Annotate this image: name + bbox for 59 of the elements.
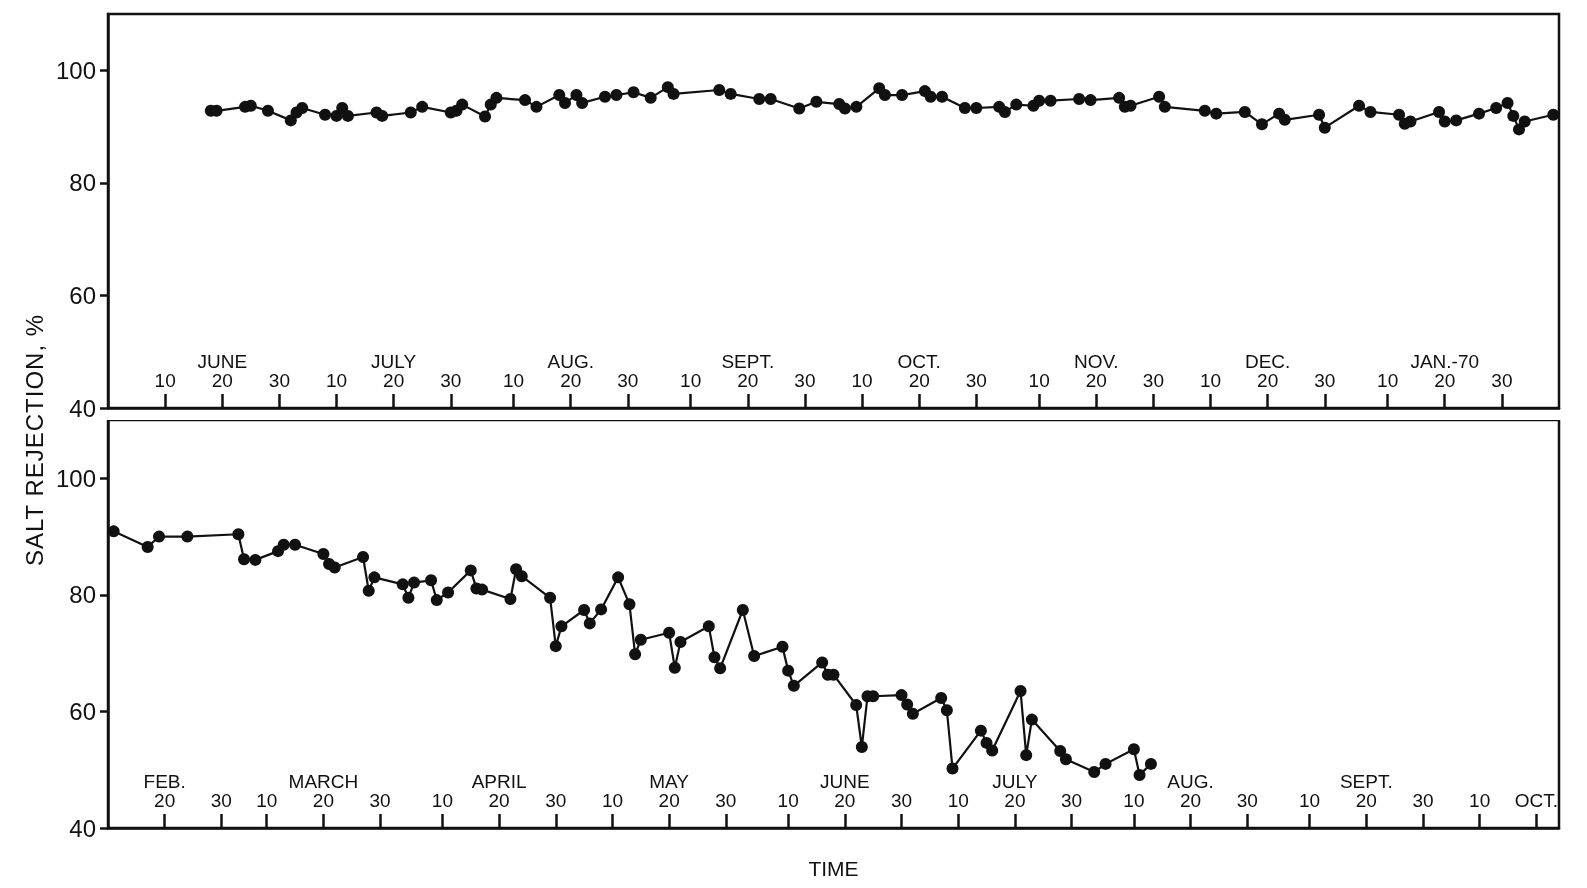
x-tick-label: FEB. 20 xyxy=(143,771,186,811)
x-tick-label: APRIL 20 xyxy=(471,771,527,811)
x-tick-label: 10 xyxy=(601,790,624,811)
x-tick-label: 30 xyxy=(1314,370,1336,391)
x-tick-label: 30 xyxy=(268,370,290,391)
x-tick-label: 10 xyxy=(431,790,453,811)
y-tick-label: 60 xyxy=(69,697,96,725)
x-tick-label: 30 xyxy=(715,790,737,811)
y-tick-label: 40 xyxy=(69,394,96,422)
x-tick-label: 10 xyxy=(1199,370,1222,391)
x-tick-label: 10 xyxy=(1123,790,1145,811)
x-tick-label: 10 xyxy=(154,370,176,391)
x-tick-label: JULY 20 xyxy=(992,771,1038,811)
x-tick-label: DEC. 20 xyxy=(1244,351,1291,391)
x-tick-label: 10 xyxy=(256,790,278,811)
x-tick-label: 30 xyxy=(369,790,391,811)
y-tick-label: 60 xyxy=(69,281,96,309)
x-tick-label: OCT. 20 xyxy=(897,351,941,391)
x-tick-label: JAN.-70 20 xyxy=(1410,351,1480,391)
x-tick-label: JUNE 20 xyxy=(197,351,248,391)
x-tick-label: OCT. xyxy=(1514,790,1558,811)
x-tick-label: 10 xyxy=(503,370,525,391)
x-tick-label: 10 xyxy=(1377,370,1399,391)
x-tick-label: MARCH 20 xyxy=(288,771,359,811)
y-tick-label: 80 xyxy=(69,169,96,197)
y-tick-label: 100 xyxy=(55,464,96,492)
x-tick-label: JULY 20 xyxy=(371,351,417,391)
y-tick-label: 80 xyxy=(69,581,96,609)
x-tick-label: 30 xyxy=(890,790,913,811)
x-tick-label: 30 xyxy=(794,370,816,391)
x-tick-label: SEPT. 20 xyxy=(1339,771,1393,811)
x-tick-label: 30 xyxy=(617,370,639,391)
y-axis-title: SALT REJECTION, % xyxy=(21,313,49,567)
x-tick-label: 30 xyxy=(440,370,462,391)
x-tick-label: 30 xyxy=(1142,370,1164,391)
x-tick-label: 10 xyxy=(777,790,799,811)
y-tick-label: 100 xyxy=(55,56,96,84)
x-tick-label: NOV. 20 xyxy=(1073,351,1119,391)
x-tick-label: 10 xyxy=(1028,370,1050,391)
x-tick-label: 30 xyxy=(210,790,232,811)
x-axis-title: TIME xyxy=(808,857,859,880)
x-tick-label: 30 xyxy=(545,790,567,811)
x-tick-label: 10 xyxy=(947,790,969,811)
x-tick-label: 10 xyxy=(851,370,873,391)
x-tick-label: 30 xyxy=(1412,790,1434,811)
x-tick-label: 30 xyxy=(1236,790,1258,811)
x-tick-label: 30 xyxy=(1060,790,1083,811)
x-tick-label: 10 xyxy=(1299,790,1321,811)
x-tick-label: 10 xyxy=(325,370,348,391)
x-tick-label: 10 xyxy=(680,370,702,391)
x-tick-label: 30 xyxy=(965,370,987,391)
y-tick-label: 40 xyxy=(69,814,96,842)
x-tick-label: 30 xyxy=(1491,370,1513,391)
x-tick-label: SEPT. 20 xyxy=(721,351,775,391)
x-tick-label: AUG. 20 xyxy=(547,351,594,391)
x-tick-label: 10 xyxy=(1469,790,1491,811)
x-tick-label: JUNE 20 xyxy=(820,771,870,811)
x-tick-label: MAY 20 xyxy=(649,771,690,811)
x-tick-label: AUG. 20 xyxy=(1167,771,1214,811)
